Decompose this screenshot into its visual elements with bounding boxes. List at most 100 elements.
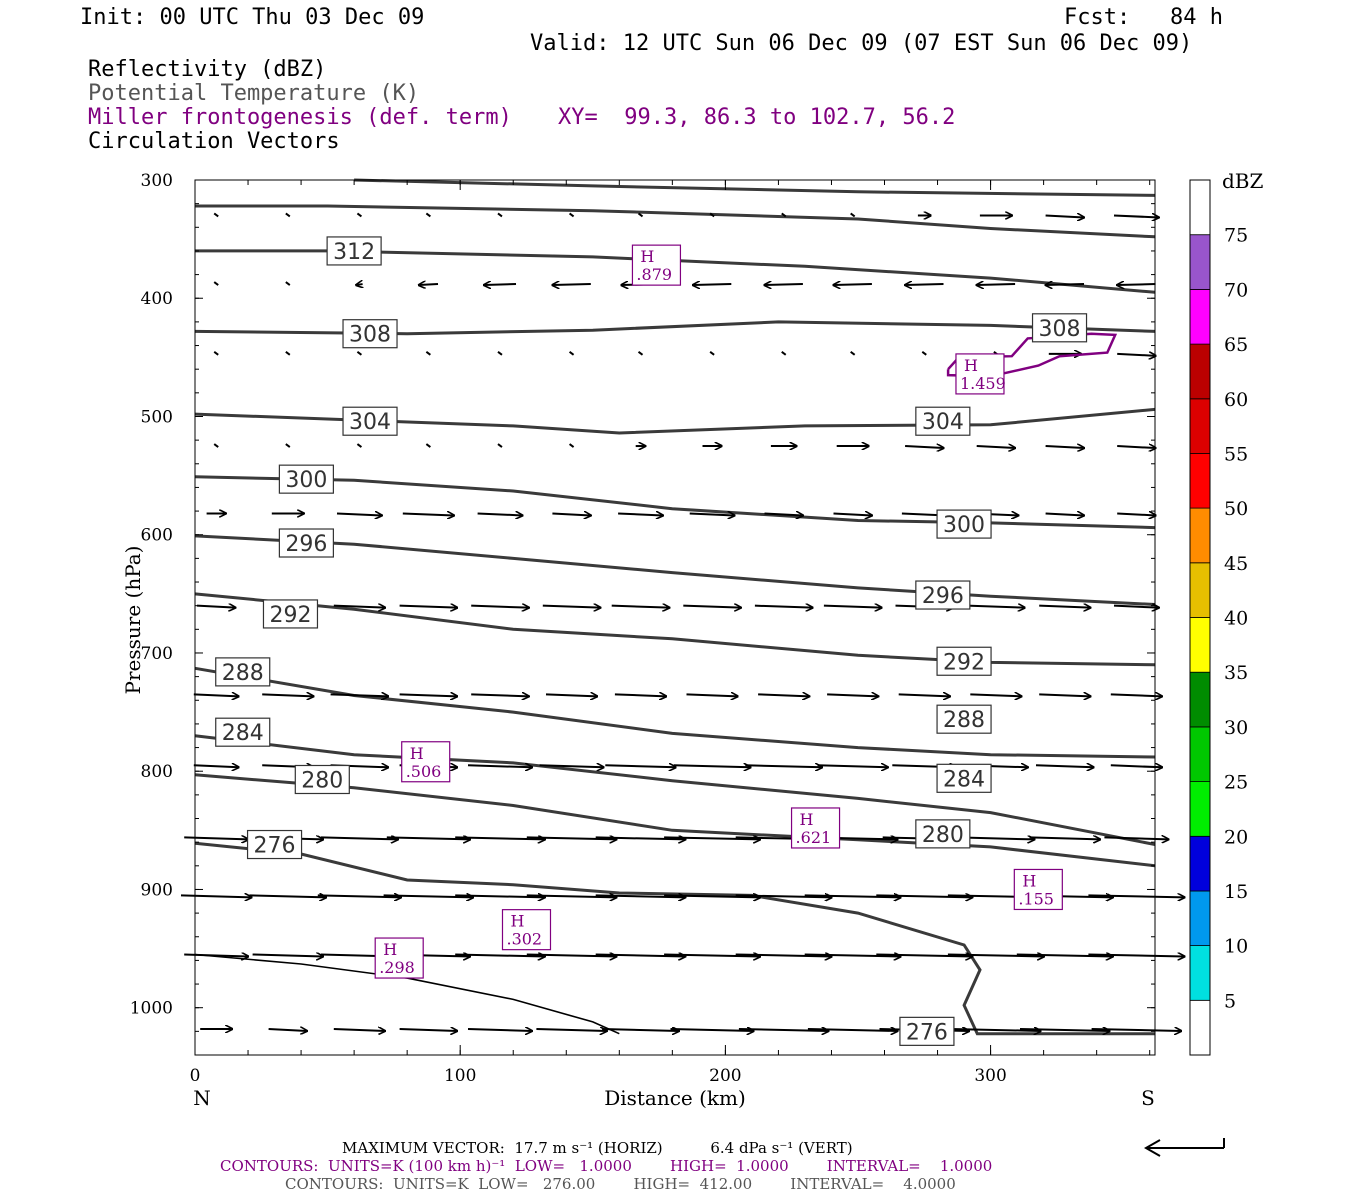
vector-arrow [455, 954, 545, 956]
vector-arrow [602, 1029, 679, 1031]
isentrope-label: 304 [915, 406, 971, 436]
vector-arrow [827, 694, 878, 696]
vector-arrow [804, 954, 901, 956]
x-tick-label: 300 [974, 1066, 1006, 1086]
vector-arrow [614, 694, 666, 696]
vector-arrow [285, 281, 291, 286]
vector-arrow [947, 954, 1044, 956]
isentrope-label-box [936, 763, 992, 793]
vector-arrow [285, 351, 291, 356]
isentrope-label-box [936, 646, 992, 676]
colorbar-level-label: 70 [1224, 279, 1248, 301]
vector-arrow [399, 694, 458, 696]
vector-arrow [249, 895, 326, 897]
vector-arrow [817, 765, 888, 767]
vector-arrow [320, 837, 398, 839]
isentrope-296 [194, 534, 1156, 606]
vector-arrow [542, 606, 601, 608]
vector-arrow [605, 765, 675, 767]
vector-arrow [921, 351, 927, 356]
vector-arrow [552, 284, 591, 285]
vector-arrow [568, 443, 575, 448]
vector-arrow [213, 281, 219, 286]
vector-arrow [618, 513, 663, 515]
vector-arrow [1117, 354, 1155, 356]
plot-area [195, 180, 1155, 1055]
vector-arrow [1088, 954, 1184, 956]
vector-arrow [419, 284, 439, 285]
colorbar-band [1189, 617, 1211, 673]
frontogenesis-max-box [374, 937, 424, 979]
colorbar-level-label: 30 [1224, 717, 1248, 739]
frontogenesis-max-marker: H.155 [1013, 868, 1063, 911]
frontogenesis-max-letter: H [964, 356, 978, 375]
vector-arrow [467, 1029, 532, 1031]
vector-arrow [1104, 837, 1168, 839]
isentrope-label-box [215, 657, 271, 687]
vector-arrow [976, 446, 1015, 448]
isentrope-label-box [915, 580, 971, 610]
y-tick-label: 500 [141, 407, 173, 427]
vector-arrow [402, 513, 454, 515]
vector-arrow [1117, 446, 1155, 448]
reference-vector [1143, 1138, 1225, 1157]
isentrope-label: 292 [262, 599, 319, 629]
vector-arrow [637, 212, 644, 218]
vector-arrow [336, 513, 382, 515]
isentrope-312 [195, 249, 1156, 294]
vector-arrow [545, 694, 597, 696]
frontogenesis-max-letter: H [410, 744, 424, 763]
vector-arrow [823, 606, 882, 608]
colorbar-band [1189, 781, 1211, 837]
isentrope-label-text: 296 [285, 532, 327, 557]
vector-arrow [951, 1029, 1041, 1031]
frontogenesis-max-value: .155 [1018, 889, 1054, 908]
vector-arrow [1117, 284, 1156, 285]
vector-arrow [425, 351, 431, 356]
isentrope-280 [194, 773, 1156, 868]
vector-arrow [970, 694, 1021, 696]
frontogenesis-max-value: .879 [636, 265, 672, 284]
vector-arrow [1117, 513, 1155, 515]
isentrope-label-text: 300 [943, 513, 985, 538]
isentrope-label-box [278, 528, 334, 558]
vector-arrow [455, 895, 545, 897]
vector-arrow [670, 1029, 754, 1031]
colorbar-band [1189, 999, 1211, 1056]
isentrope-label: 308 [1031, 313, 1088, 343]
colorbar-band [1189, 343, 1211, 400]
x-tick-label: 200 [709, 1066, 741, 1086]
isentrope-label-text: 308 [349, 323, 391, 348]
isentrope-284 [194, 734, 1156, 846]
vector-arrow [807, 1029, 898, 1031]
vector-arrow [399, 606, 458, 608]
vector-arrow [595, 954, 686, 956]
vector-arrow [735, 895, 832, 897]
isentrope-label-text: 280 [922, 823, 964, 848]
isentrope-label-box [215, 717, 271, 747]
vector-arrow [709, 351, 715, 356]
isentrope-label-text: 276 [254, 834, 296, 859]
vector-arrow [804, 895, 901, 897]
vector-arrow [1113, 215, 1159, 217]
vector-arrow [850, 351, 856, 356]
isentrope-276-lower-branch [194, 953, 620, 1035]
frontogenesis-max-value: .298 [379, 958, 415, 977]
field-title-reflectivity: Reflectivity (dBZ) [88, 57, 327, 82]
vector-arrow [850, 212, 856, 218]
isentrope-label: 280 [294, 764, 350, 795]
vector-arrow [356, 351, 363, 356]
vector-arrow [833, 513, 872, 515]
vector-arrow [333, 606, 385, 608]
field-title-frontogenesis: Miller frontogenesis (def. term) [88, 105, 512, 130]
isentrope-label: 300 [936, 509, 992, 539]
frontogenesis-max-box [790, 807, 841, 849]
colorbar-band [1189, 179, 1211, 236]
vector-arrow [834, 284, 872, 285]
isentrope-label-box [246, 829, 303, 860]
vector-arrow [285, 212, 291, 218]
isentrope-label-text: 288 [943, 708, 985, 733]
vector-arrow [497, 212, 503, 218]
vector-arrow [268, 1029, 307, 1031]
isentrope-label-text: 284 [943, 767, 985, 792]
